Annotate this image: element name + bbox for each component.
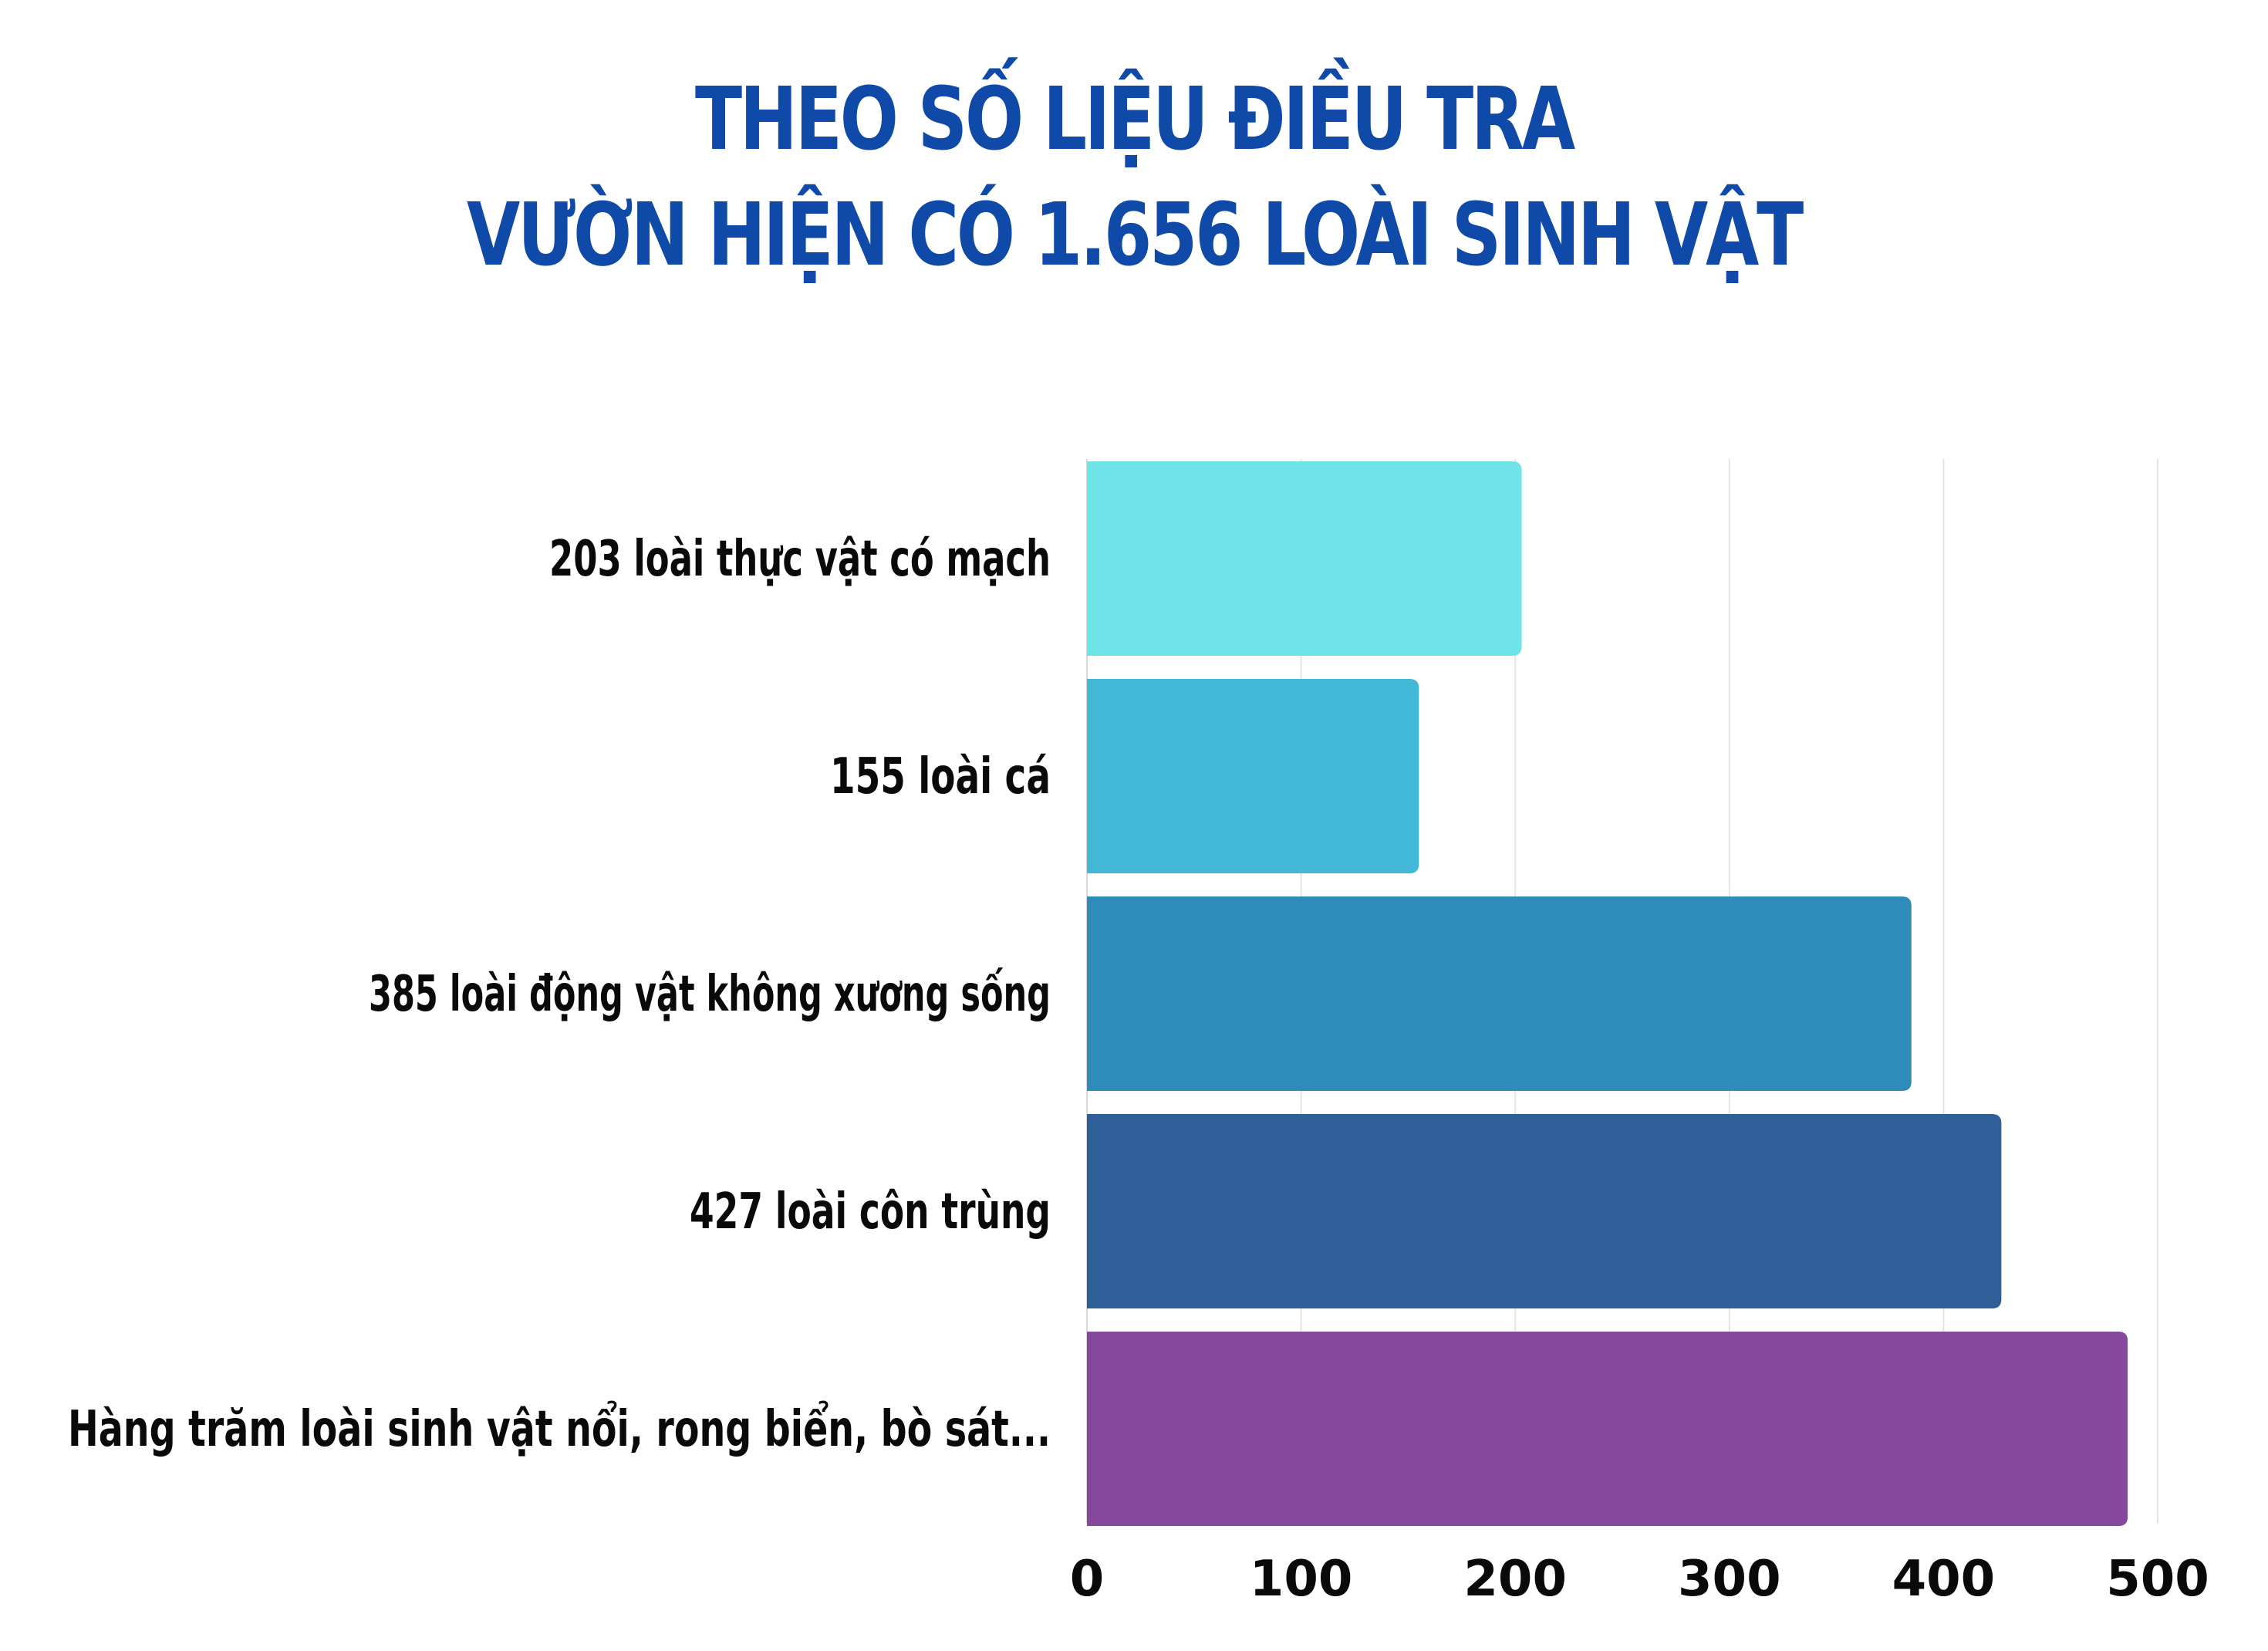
x-tick-label-300: 300	[1678, 1551, 1781, 1608]
bar-1	[1087, 461, 1522, 656]
x-tick-label-400: 400	[1892, 1551, 1996, 1608]
x-tick-label-200: 200	[1463, 1551, 1567, 1608]
category-label-2: 155 loài cá	[830, 748, 1051, 805]
category-label-1: 203 loài thực vật có mạch	[549, 531, 1051, 588]
x-axis-ticks: 0 100 200 300 400 500	[1070, 1551, 2209, 1608]
chart-title-line-1: THEO SỐ LIỆU ĐIỀU TRA	[695, 69, 1575, 170]
bar-2	[1087, 679, 1419, 873]
chart-title: THEO SỐ LIỆU ĐIỀU TRA VƯỜN HIỆN CÓ 1.656…	[0, 62, 2268, 293]
bar-5	[1087, 1332, 2128, 1526]
bar-3	[1087, 896, 1912, 1091]
category-label-5: Hàng trăm loài sinh vật nổi, rong biển, …	[68, 1400, 1051, 1458]
x-tick-label-0: 0	[1070, 1551, 1105, 1608]
chart-title-line-2: VƯỜN HIỆN CÓ 1.656 LOÀI SINH VẬT	[466, 185, 1804, 285]
bar-4	[1087, 1114, 2002, 1308]
category-label-3: 385 loài động vật không xương sống	[369, 966, 1051, 1023]
category-label-4: 427 loài côn trùng	[690, 1183, 1051, 1241]
x-tick-label-100: 100	[1250, 1551, 1353, 1608]
category-labels: 203 loài thực vật có mạch 155 loài cá 385 …	[68, 531, 1051, 1458]
bars	[1087, 461, 2128, 1526]
x-tick-label-500: 500	[2106, 1551, 2209, 1608]
